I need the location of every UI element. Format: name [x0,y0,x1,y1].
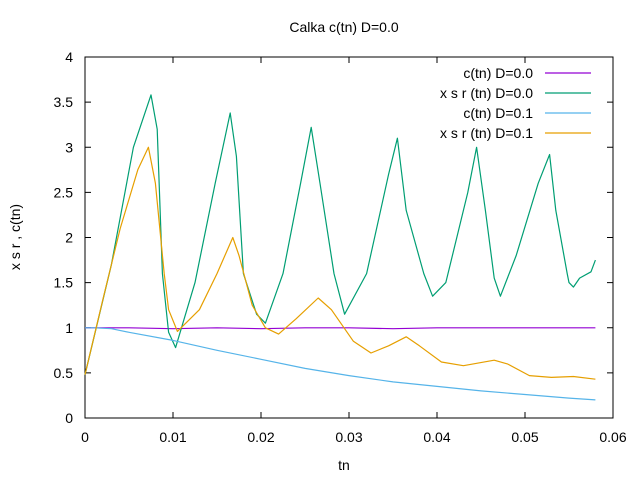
legend-label-1: x s r (tn) D=0.0 [440,85,533,101]
chart-title: Calka c(tn) D=0.0 [289,19,399,35]
legend: c(tn) D=0.0 x s r (tn) D=0.0 c(tn) D=0.1 x … [440,65,591,141]
y-tick-label: 2.5 [54,184,74,200]
series-layer [84,94,596,401]
y-axis: 0 0.5 1 1.5 2 2.5 3 3.5 4 [54,49,613,426]
x-tick-label: 0.02 [247,429,274,445]
x-tick-label: 0 [81,429,89,445]
series-line-2 [85,327,596,401]
x-axis: 0 0.01 0.02 0.03 0.04 0.05 0.06 [81,57,627,445]
y-tick-label: 1 [65,320,73,336]
legend-label-3: x s r (tn) D=0.1 [440,125,533,141]
x-tick-label: 0.06 [599,429,626,445]
x-tick-label: 0.03 [335,429,362,445]
x-tick-label: 0.01 [159,429,186,445]
series-line-3 [84,146,596,380]
y-tick-label: 0 [65,410,73,426]
x-axis-label: tn [338,457,350,473]
legend-label-2: c(tn) D=0.1 [463,105,533,121]
legend-label-0: c(tn) D=0.0 [463,65,533,81]
y-tick-label: 3 [65,139,73,155]
y-tick-label: 0.5 [54,365,74,381]
series-line-1 [84,94,596,375]
y-axis-label: x s r , c(tn) [7,204,23,270]
x-tick-label: 0.04 [423,429,450,445]
y-tick-label: 2 [65,230,73,246]
plot-frame [84,56,614,419]
y-tick-label: 4 [65,49,73,65]
y-tick-label: 1.5 [54,275,74,291]
x-tick-label: 0.05 [511,429,538,445]
series-line-0 [85,327,596,330]
y-tick-label: 3.5 [54,94,74,110]
